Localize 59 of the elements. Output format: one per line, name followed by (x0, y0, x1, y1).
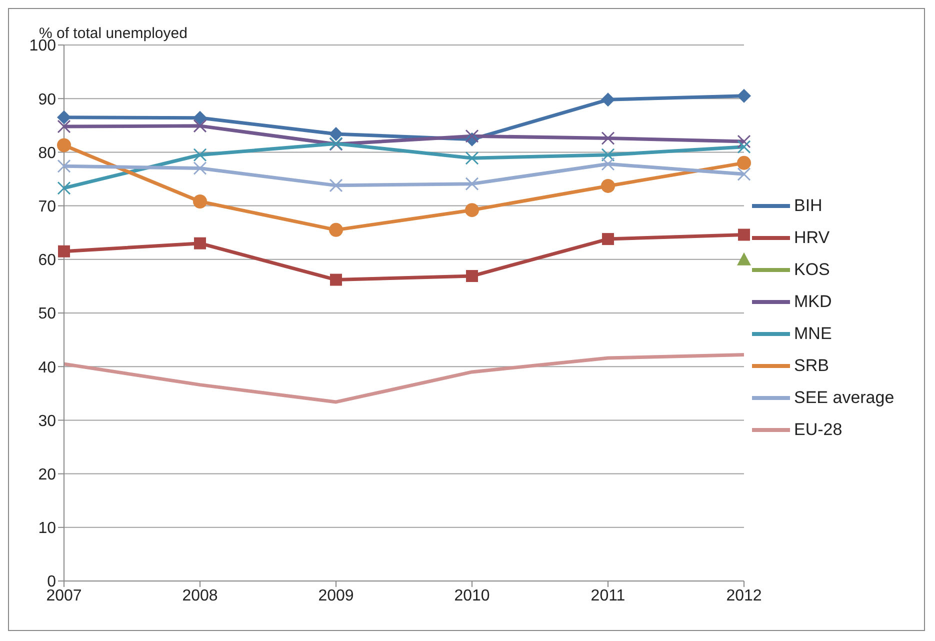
y-tick-label: 80 (38, 144, 56, 162)
y-tick-label: 60 (38, 252, 56, 270)
point (737, 88, 751, 103)
legend-label: SRB (794, 356, 829, 376)
legend-label: EU-28 (794, 420, 842, 440)
x-tick-label: 2011 (590, 587, 626, 604)
legend-label: BIH (794, 196, 822, 216)
point (465, 151, 479, 165)
point (737, 134, 751, 148)
legend-label: MNE (794, 324, 832, 344)
y-tick-label: 20 (38, 466, 56, 484)
point (193, 148, 207, 162)
point (466, 270, 478, 282)
point (57, 181, 71, 195)
legend-label: SEE average (794, 388, 894, 408)
x-tick-label: 2012 (726, 587, 762, 604)
y-tick-label: 10 (38, 520, 56, 538)
point (465, 129, 479, 143)
point (738, 228, 750, 241)
point (329, 222, 343, 237)
point (601, 132, 615, 146)
point (58, 245, 70, 258)
point (193, 162, 207, 176)
point (193, 119, 207, 133)
point (465, 177, 479, 191)
legend-label: HRV (794, 228, 830, 248)
point (57, 120, 71, 134)
point (601, 92, 615, 107)
y-tick-label: 30 (38, 412, 56, 430)
y-tick-label: 90 (38, 91, 56, 108)
point (57, 110, 71, 124)
point (330, 274, 342, 286)
point (465, 203, 479, 218)
point (737, 140, 751, 154)
point (601, 157, 615, 171)
point (601, 148, 615, 162)
point (737, 156, 751, 170)
point (194, 237, 206, 250)
x-tick-label: 2008 (182, 587, 218, 604)
y-tick-label: 40 (38, 359, 56, 376)
y-tick-label: 50 (38, 306, 56, 323)
point (193, 110, 207, 125)
x-tick-label: 2010 (454, 587, 490, 604)
point (329, 126, 343, 141)
point (602, 233, 614, 246)
x-tick-label: 2007 (46, 587, 82, 604)
point (737, 167, 751, 181)
point (737, 252, 751, 266)
point (57, 138, 71, 152)
y-tick-label: 70 (38, 198, 56, 216)
x-tick-label: 2009 (318, 587, 354, 604)
point (329, 178, 343, 192)
point (193, 194, 207, 209)
line-series (62, 353, 746, 404)
y-tick-label: 100 (29, 38, 56, 55)
legend-label: MKD (794, 292, 832, 312)
point (601, 178, 615, 193)
point (57, 159, 71, 173)
legend-label: KOS (794, 260, 830, 280)
